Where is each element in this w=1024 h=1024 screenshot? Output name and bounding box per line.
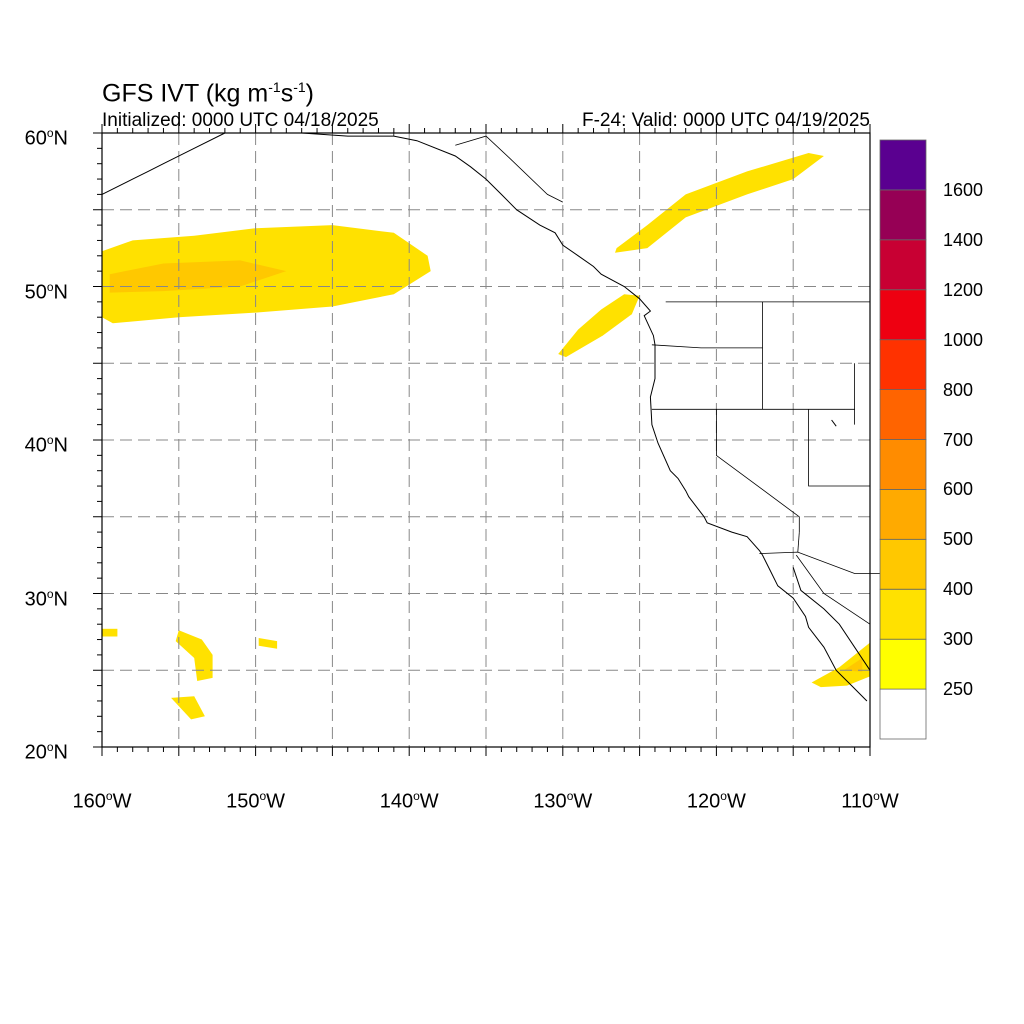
- border-line: [808, 409, 870, 487]
- colorbar-box: [879, 239, 927, 291]
- y-tick-label: 60oN: [24, 126, 68, 150]
- x-tick-label: 120oW: [686, 789, 746, 813]
- colorbar-label: 1600: [943, 179, 984, 200]
- colorbar-box: [879, 189, 927, 241]
- initialized-time: Initialized: 0000 UTC 04/18/2025: [102, 110, 379, 131]
- coastline: [301, 132, 868, 702]
- lake-outline: [831, 419, 837, 427]
- colorbar-box: [879, 488, 927, 540]
- coastlines: [101, 132, 871, 702]
- ivt-region-gulf-of-california-plume: [811, 642, 870, 688]
- valid-time: F-24: Valid: 0000 UTC 04/19/2025: [582, 110, 870, 131]
- ivt-region-pacific-northwest-plume: [558, 294, 640, 358]
- chart-title: GFS IVT (kg m-1s-1): [102, 79, 314, 108]
- coastline: [101, 132, 226, 195]
- ivt-region-subtropical-patch-1: [175, 630, 213, 681]
- ivt-region-subtropical-patch-2: [102, 628, 118, 637]
- political-borders: [393, 133, 901, 625]
- colorbar-box: [879, 538, 927, 590]
- y-tick-label: 30oN: [24, 586, 68, 611]
- coastline: [792, 567, 871, 671]
- ivt-region-gulf-of-california-core: [843, 658, 863, 672]
- border-line: [716, 409, 800, 533]
- ivt-region-british-columbia-plume: [615, 153, 824, 253]
- border-line: [759, 551, 901, 574]
- y-tick-label: 50oN: [24, 279, 68, 304]
- colorbar-label: 250: [943, 679, 974, 700]
- colorbar-label: 1400: [943, 229, 984, 250]
- border-line: [651, 344, 763, 349]
- colorbar-box: [879, 339, 927, 391]
- colorbar-box: [879, 389, 927, 440]
- border-line: [455, 135, 563, 203]
- colorbar-label: 300: [943, 629, 974, 650]
- colorbar-label: 700: [943, 429, 974, 450]
- ivt-shading: [102, 153, 870, 720]
- y-tick-label: 20oN: [24, 740, 68, 764]
- x-tick-label: 130oW: [533, 789, 593, 813]
- colorbar-label: 800: [943, 379, 974, 400]
- grid-lines: [102, 133, 870, 747]
- colorbar-box: [879, 439, 927, 490]
- x-tick-label: 140oW: [379, 789, 439, 813]
- border-line: [797, 532, 800, 553]
- colorbar-box: [879, 588, 927, 640]
- x-tick-label: 110oW: [841, 789, 899, 813]
- colorbar: [879, 139, 927, 740]
- colorbar-label: 600: [943, 479, 974, 500]
- colorbar-label: 1200: [943, 279, 984, 300]
- x-tick-label: 160oW: [72, 789, 132, 813]
- y-tick-label: 40oN: [24, 433, 68, 457]
- colorbar-label: 400: [943, 579, 974, 600]
- ivt-region-subtropical-patch-4: [171, 696, 205, 720]
- colorbar-box: [879, 638, 927, 690]
- axis-ticks: [93, 124, 871, 756]
- colorbar-box: [879, 289, 927, 341]
- ivt-region-north-pacific-core: [109, 260, 287, 293]
- x-tick-label: 150oW: [226, 789, 286, 813]
- colorbar-label: 500: [943, 529, 974, 550]
- border-line: [795, 554, 871, 625]
- colorbar-box: [879, 139, 927, 191]
- colorbar-label: 1000: [943, 329, 984, 350]
- colorbar-box: [879, 688, 927, 740]
- ivt-region-subtropical-patch-3: [258, 638, 278, 649]
